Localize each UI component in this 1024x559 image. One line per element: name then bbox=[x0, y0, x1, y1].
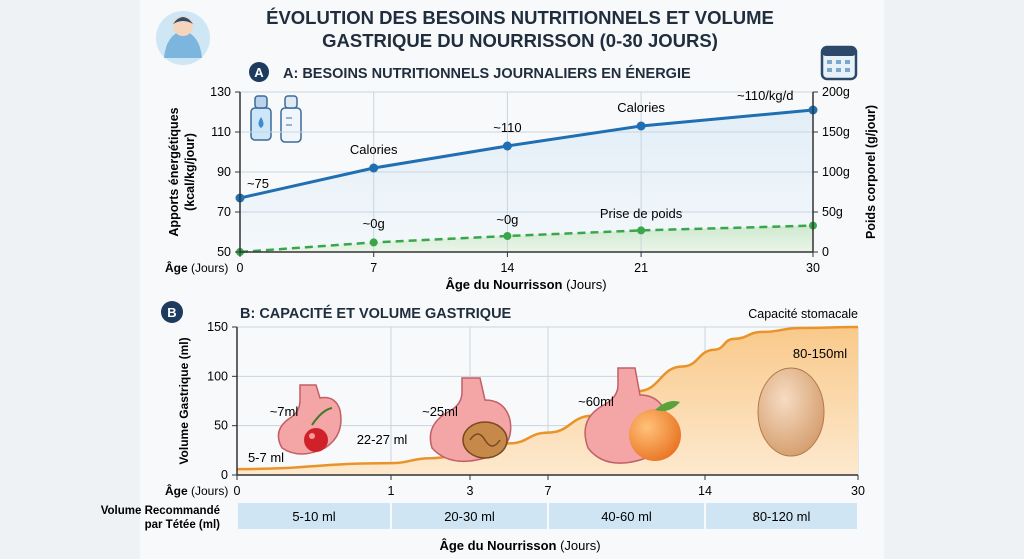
chart-b-ytick-label: 50 bbox=[214, 419, 228, 433]
chart-b-series-label: Capacité stomacale bbox=[748, 307, 858, 321]
chart-a-area bbox=[240, 110, 813, 252]
badge-b-label: B bbox=[167, 305, 176, 320]
chart-a-xtick-label: 21 bbox=[634, 261, 648, 275]
badge-b bbox=[161, 301, 183, 323]
chart-b-xtick-label: 3 bbox=[467, 484, 474, 498]
chart-b-ytick-label: 100 bbox=[207, 369, 228, 383]
stomach-apricot-icon bbox=[584, 367, 681, 464]
chart-b-annotation: ~60ml bbox=[578, 394, 614, 409]
badge-a-label: A bbox=[254, 65, 264, 80]
chart-a-y2tick-label: 50g bbox=[822, 205, 843, 219]
gastric-capacity-area bbox=[237, 327, 858, 475]
egg-icon bbox=[757, 367, 825, 457]
chart-a-annotation: Calories bbox=[350, 142, 398, 157]
table-cell-label: 40-60 ml bbox=[601, 509, 652, 524]
chart-b-xtick-label: 7 bbox=[545, 484, 552, 498]
chart-b-x-prefix-bold: Âge bbox=[165, 483, 188, 498]
stomach-cherry-icon bbox=[277, 384, 342, 455]
chart-b-title: B: CAPACITÉ ET VOLUME GASTRIQUE bbox=[240, 305, 512, 322]
chart-a-xtick-label: 0 bbox=[237, 261, 244, 275]
baby-bottle-icon bbox=[250, 95, 272, 141]
table-row-label-2: par Tétée (ml) bbox=[145, 519, 221, 531]
chart-b-annotation: ~7ml bbox=[270, 404, 299, 419]
table-cell-label: 5-10 ml bbox=[292, 509, 335, 524]
page-title: ÉVOLUTION DES BESOINS NUTRITIONNELS ET V… bbox=[200, 6, 840, 52]
chart-a-annotation: Calories bbox=[617, 100, 665, 115]
chart-a-y2label: Poids corporel (g/jour) bbox=[864, 105, 878, 239]
chart-a-ytick-label: 70 bbox=[217, 205, 231, 219]
chart-b-xtick-label: 1 bbox=[388, 484, 395, 498]
chart-a-ylabel-1: Apports énergétiques bbox=[167, 107, 181, 236]
table-cell bbox=[706, 503, 857, 529]
chart-b-x-prefix-unit: (Jours) bbox=[191, 484, 228, 498]
chart-a-ytick-label: 90 bbox=[217, 165, 231, 179]
chart-b-annotation: 5-7 ml bbox=[248, 450, 284, 465]
chart-a-weight-area bbox=[240, 225, 813, 252]
chart-a-y2tick-label: 150g bbox=[822, 125, 850, 139]
chart-a-ylabel-2: (kcal/kg/jour) bbox=[183, 133, 197, 211]
chart-a-annotation: ~0g bbox=[496, 212, 518, 227]
table-cell bbox=[392, 503, 547, 529]
chart-a-ytick-label: 130 bbox=[210, 85, 231, 99]
chart-a-ytick-label: 50 bbox=[217, 245, 231, 259]
weight-point bbox=[369, 238, 378, 247]
chart-a-xlabel-bold: Âge du Nourrisson bbox=[445, 277, 562, 292]
chart-a-xtick-label: 30 bbox=[806, 261, 820, 275]
chart-a-ytick-label: 110 bbox=[211, 125, 231, 139]
chart-b: B B: CAPACITÉ ET VOLUME GASTRIQUE Capaci… bbox=[101, 301, 865, 553]
chart-a: A A: BESOINS NUTRITIONNELS JOURNALIERS E… bbox=[165, 62, 878, 292]
weight-point bbox=[637, 226, 646, 235]
chart-b-annotation: 80-150ml bbox=[793, 346, 847, 361]
badge-a bbox=[249, 62, 269, 82]
title-line-1: ÉVOLUTION DES BESOINS NUTRITIONNELS ET V… bbox=[266, 7, 774, 28]
calendar-icon bbox=[820, 45, 858, 81]
chart-a-xlabel: Âge du Nourrisson (Jours) bbox=[445, 277, 606, 292]
chart-a-annotation: ~75 bbox=[247, 176, 269, 191]
chart-a-annotation: ~0g bbox=[363, 216, 385, 231]
chart-a-annotation: Prise de poids bbox=[600, 206, 683, 221]
energy-point bbox=[369, 163, 379, 173]
table-row-label-1: Volume Recommandé bbox=[101, 505, 220, 517]
chart-b-xtick-label: 14 bbox=[698, 484, 712, 498]
chart-a-title: A: BESOINS NUTRITIONNELS JOURNALIERS EN … bbox=[283, 65, 691, 82]
table-cell-label: 20-30 ml bbox=[444, 509, 495, 524]
chart-b-annotation: ~25ml bbox=[422, 404, 458, 419]
chart-a-x-prefix-bold: Âge bbox=[165, 260, 188, 275]
chart-a-x-prefix: Âge (Jours) bbox=[165, 260, 228, 275]
chart-b-xlabel-unit: (Jours) bbox=[560, 538, 600, 553]
chart-b-x-prefix: Âge (Jours) bbox=[165, 483, 228, 498]
stomach-walnut-icon bbox=[429, 377, 512, 463]
chart-a-annotation: ~110/kg/d bbox=[737, 88, 794, 103]
baby-bottle-icon-2 bbox=[280, 95, 302, 143]
table-cell-label: 80-120 ml bbox=[753, 509, 811, 524]
title-line-2: GASTRIQUE DU NOURRISSON (0-30 JOURS) bbox=[322, 30, 718, 51]
chart-a-y2tick-label: 100g bbox=[822, 165, 850, 179]
chart-a-y2tick-label: 0 bbox=[822, 245, 829, 259]
chart-b-xlabel: Âge du Nourrisson (Jours) bbox=[439, 538, 600, 553]
energy-point bbox=[502, 141, 512, 151]
baby-icon bbox=[156, 11, 210, 65]
chart-a-x-prefix-unit: (Jours) bbox=[191, 261, 228, 275]
chart-a-y2tick-label: 200g bbox=[822, 85, 850, 99]
chart-a-xtick-label: 7 bbox=[370, 261, 377, 275]
chart-b-annotation: 22-27 ml bbox=[357, 432, 408, 447]
table-cell bbox=[549, 503, 704, 529]
chart-a-xtick-label: 14 bbox=[500, 261, 514, 275]
energy-point bbox=[636, 121, 646, 131]
chart-a-annotation: ~110 bbox=[493, 120, 521, 135]
chart-b-xtick-label: 30 bbox=[851, 484, 865, 498]
table-cell bbox=[238, 503, 390, 529]
chart-a-xlabel-unit: (Jours) bbox=[566, 277, 606, 292]
chart-b-xlabel-bold: Âge du Nourrisson bbox=[439, 538, 556, 553]
chart-b-ytick-label: 0 bbox=[221, 468, 228, 482]
chart-b-ytick-label: 150 bbox=[207, 320, 228, 334]
chart-b-xtick-label: 0 bbox=[234, 484, 241, 498]
weight-point bbox=[503, 232, 512, 240]
chart-b-ylabel: Volume Gastrique (ml) bbox=[177, 337, 191, 464]
